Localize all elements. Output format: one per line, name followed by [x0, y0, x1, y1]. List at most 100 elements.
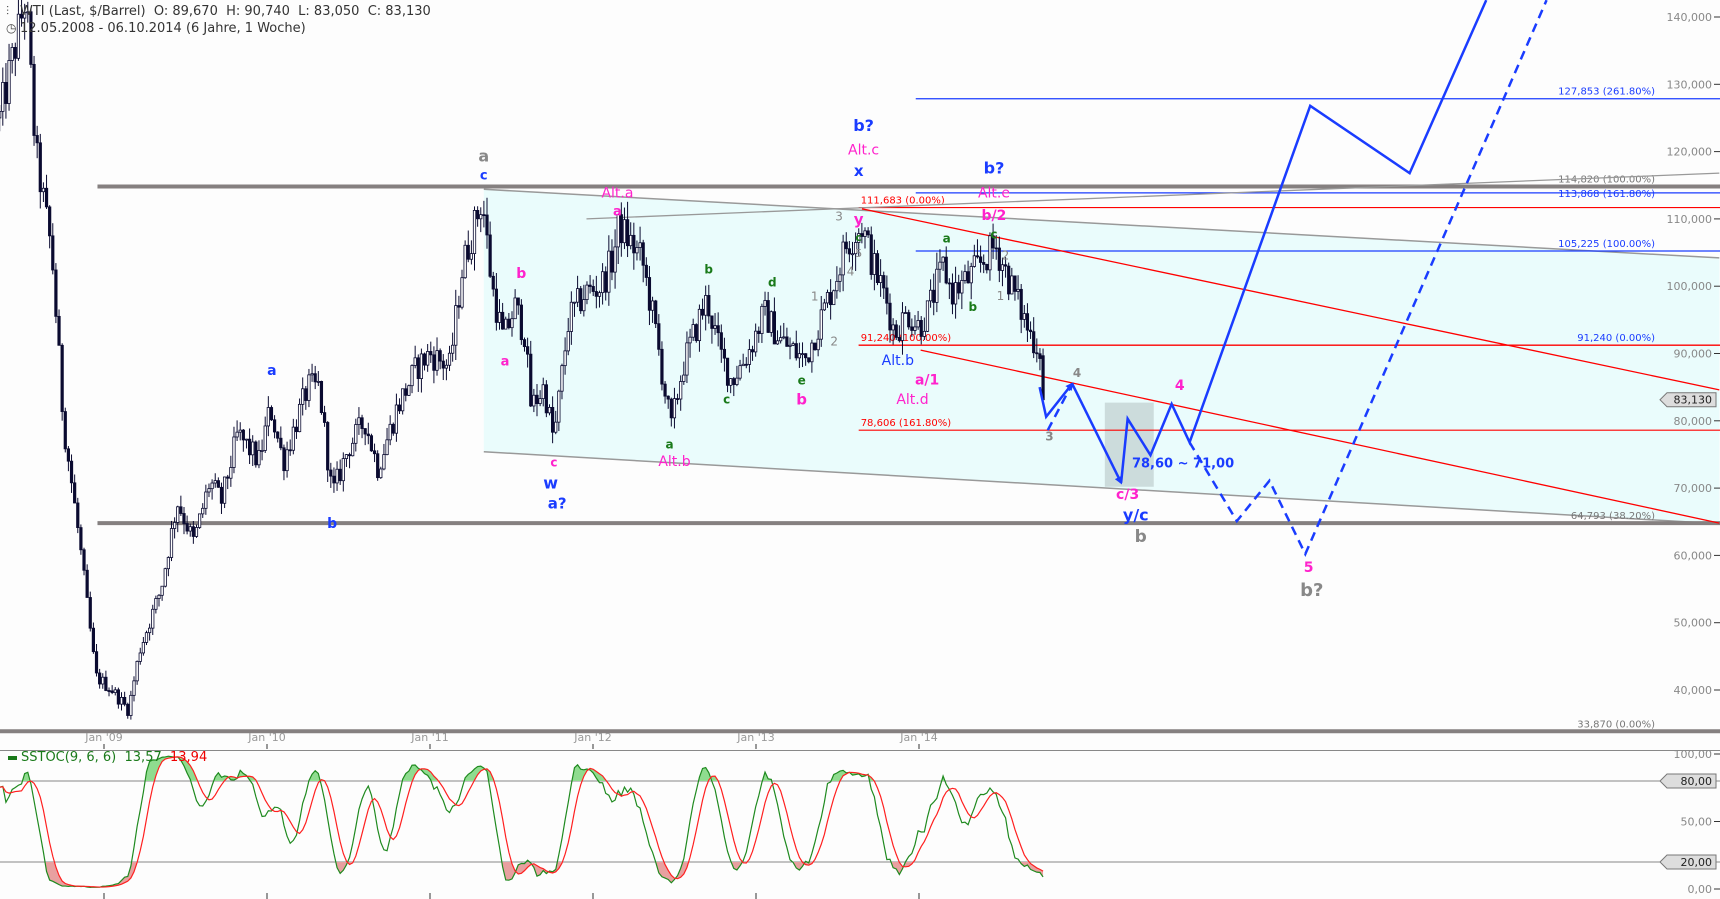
candle-up [10, 47, 14, 61]
candle-up [207, 488, 211, 493]
candle-up [928, 289, 933, 302]
candle-up [613, 246, 617, 273]
candle-up [204, 491, 208, 509]
candle-up [188, 526, 192, 532]
candle-down [85, 569, 89, 598]
wave-label: c [550, 456, 557, 470]
wave-label: b [796, 390, 807, 408]
candle-down [272, 419, 277, 433]
wave-label: b? [1300, 580, 1323, 601]
candle-down [866, 230, 870, 236]
y-tick-label: 90,000 [1674, 348, 1713, 361]
wave-label: b [704, 263, 713, 277]
candle-down [1041, 355, 1045, 401]
candle-down [551, 407, 555, 433]
candle-up [607, 250, 611, 293]
candle-down [57, 315, 61, 346]
candle-up [769, 311, 773, 333]
candle-up [841, 241, 845, 276]
candle-down [707, 295, 711, 317]
candle-down [732, 378, 736, 385]
candle-down [116, 689, 120, 705]
wave-label: b? [984, 159, 1005, 178]
level-label: 64,793 (38.20%) [1571, 511, 1655, 522]
candle-up [169, 528, 174, 558]
y-tick-label: 60,000 [1674, 549, 1713, 562]
candle-up [26, 11, 30, 14]
candle-up [635, 247, 639, 254]
candle-up [341, 458, 345, 482]
candle-down [60, 344, 64, 412]
level-label: 91,240 (0.00%) [1577, 333, 1655, 344]
candle-down [519, 304, 523, 341]
candle-down [978, 256, 983, 263]
candle-down [719, 332, 723, 350]
candle-down [526, 346, 530, 355]
candle-up [504, 318, 508, 330]
candle-up [963, 271, 967, 281]
candle-down [422, 353, 427, 366]
candle-up [891, 324, 895, 331]
candle-down [997, 247, 1001, 271]
wave-label: c [990, 227, 997, 241]
candle-down [844, 241, 848, 250]
candle-up [257, 450, 261, 466]
candle-up [198, 513, 202, 528]
candle-down [69, 460, 74, 484]
d-value: 13,94 [170, 750, 208, 765]
wave-label: a [613, 205, 622, 220]
candle-down [875, 253, 880, 283]
candle-up [779, 337, 783, 342]
candle-down [522, 339, 527, 348]
wave-label: x [854, 162, 864, 180]
candle-down [94, 651, 99, 674]
candle-down [376, 453, 380, 479]
candle-up [316, 380, 320, 383]
candle-down [247, 438, 252, 456]
candle-down [276, 431, 280, 439]
candle-down [182, 513, 186, 524]
candle-up [582, 299, 586, 312]
channel-upper-line [483, 188, 1720, 259]
y-tick-label: 80,000 [1674, 415, 1713, 428]
candle-up [401, 388, 405, 412]
candle-down [79, 527, 83, 551]
wave-label: 1 [811, 289, 819, 303]
candle-down [641, 242, 645, 266]
candle-down [123, 696, 127, 705]
candle-down [654, 300, 658, 325]
candle-down [1035, 352, 1039, 355]
candle-up [953, 282, 958, 305]
x-tick-label: Jan '12 [573, 731, 611, 744]
candle-up [151, 608, 155, 629]
wave-label: c [723, 392, 730, 406]
wave-label: b [1135, 527, 1147, 547]
candle-up [729, 378, 733, 386]
candle-down [372, 450, 377, 455]
candle-up [600, 271, 605, 294]
candle-up [229, 467, 233, 479]
candle-down [722, 348, 727, 359]
wave-label: Alt.e [978, 185, 1010, 201]
candle-down [216, 480, 220, 488]
candle-down [535, 394, 539, 404]
candle-down [507, 318, 511, 329]
candle-up [451, 344, 455, 354]
candle-down [485, 214, 489, 236]
band-label: 80,00 [1681, 775, 1713, 788]
chart-range: ◷ 12.05.2008 - 06.10.2014 (6 Jahre, 1 Woc… [6, 21, 306, 36]
candle-down [76, 502, 80, 529]
candle-up [541, 384, 545, 400]
candle-up [138, 652, 142, 662]
candle-up [135, 661, 139, 682]
candle-up [916, 320, 920, 328]
candle-up [154, 598, 158, 610]
candle-up [213, 480, 217, 484]
wave-label: 2 [1002, 248, 1010, 262]
candle-down [632, 234, 636, 254]
candle-up [575, 288, 580, 303]
x-tick-label: Jan '11 [410, 731, 448, 744]
candle-down [947, 282, 951, 285]
candle-up [210, 482, 214, 490]
wave-label: w [543, 473, 558, 492]
